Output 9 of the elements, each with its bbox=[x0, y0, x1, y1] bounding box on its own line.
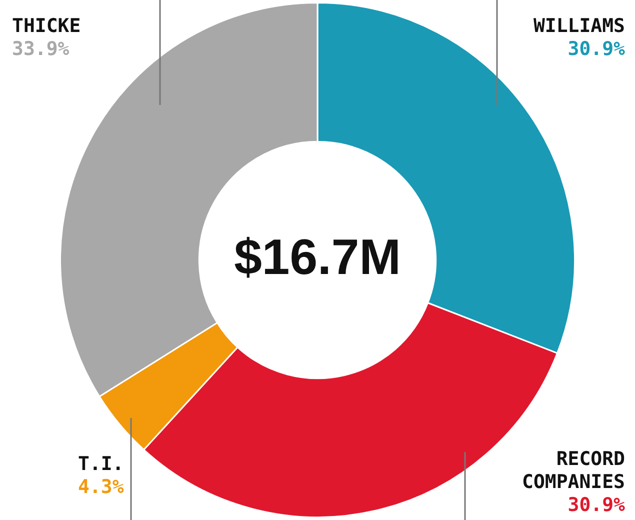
data-label: 33.9% bbox=[12, 38, 70, 60]
slice-label: T.I. bbox=[78, 453, 124, 475]
slice-label: THICKE bbox=[12, 15, 81, 37]
data-label: 4.3% bbox=[78, 476, 124, 498]
slice-label: WILLIAMS bbox=[533, 15, 625, 37]
data-label: 30.9% bbox=[568, 494, 626, 516]
data-label: 30.9% bbox=[568, 38, 626, 60]
slice-label: RECORD COMPANIES bbox=[522, 448, 625, 493]
text: $16.7M bbox=[234, 228, 401, 285]
